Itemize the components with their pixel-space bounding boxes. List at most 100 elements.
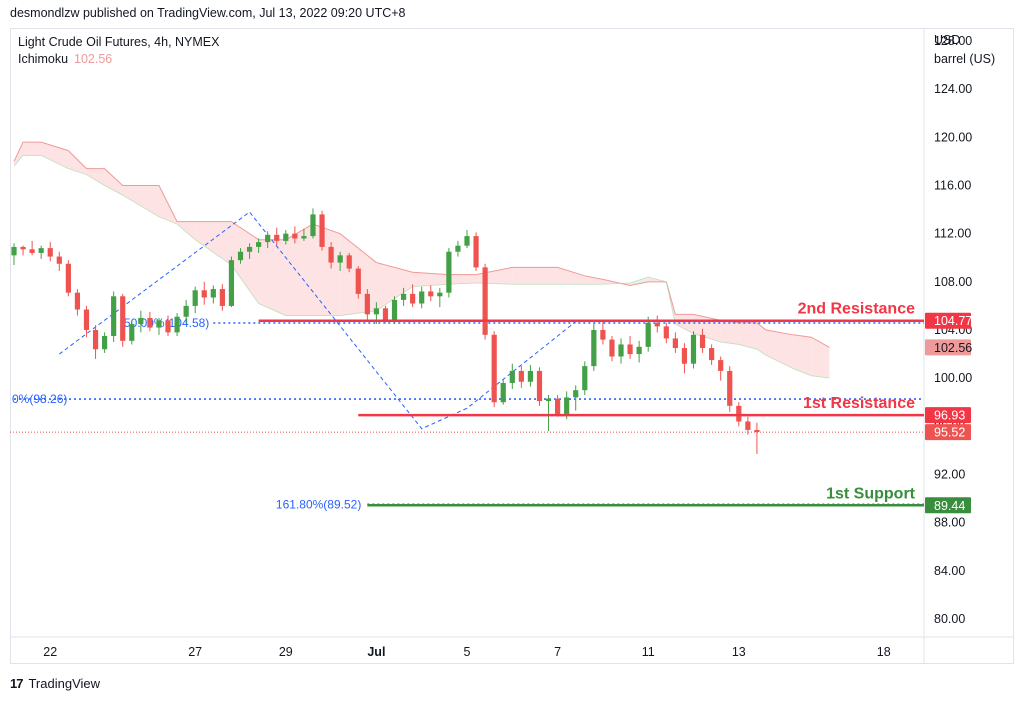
candle-body[interactable] <box>600 329 606 340</box>
candle-body[interactable] <box>74 292 81 310</box>
candle-body[interactable] <box>292 233 298 239</box>
candle-body[interactable] <box>92 329 99 350</box>
candle-body[interactable] <box>38 248 44 253</box>
candle-body[interactable] <box>410 293 416 304</box>
footer-brand[interactable]: 17 TradingView <box>10 676 100 691</box>
candle-body[interactable] <box>11 246 17 256</box>
candle-body[interactable] <box>518 370 524 382</box>
ichimoku-cloud-segment <box>557 267 585 285</box>
candle-body[interactable] <box>83 309 90 330</box>
candle-body[interactable] <box>346 255 352 269</box>
candle-body[interactable] <box>156 320 162 328</box>
candle-body[interactable] <box>690 334 697 364</box>
candle-body[interactable] <box>228 260 235 306</box>
candle-body[interactable] <box>274 234 280 241</box>
candle-body[interactable] <box>591 329 597 367</box>
candle-body[interactable] <box>265 234 271 243</box>
candle-body[interactable] <box>400 293 407 300</box>
candle-body[interactable] <box>419 291 425 304</box>
candle-body[interactable] <box>509 370 515 383</box>
candle-body[interactable] <box>56 256 62 264</box>
candle-body[interactable] <box>455 245 461 252</box>
candle-body[interactable] <box>328 246 334 263</box>
candle-body[interactable] <box>491 334 497 403</box>
candle-body[interactable] <box>219 289 225 306</box>
candle-body[interactable] <box>573 390 579 398</box>
candle-body[interactable] <box>564 397 570 415</box>
candle-body[interactable] <box>709 348 715 361</box>
candle-body[interactable] <box>545 398 552 402</box>
candle-body[interactable] <box>237 251 244 261</box>
chart-frame[interactable] <box>10 28 1014 664</box>
x-tick-label: 27 <box>188 645 202 659</box>
candle-body[interactable] <box>65 263 71 293</box>
candle-body[interactable] <box>20 246 26 250</box>
ichimoku-cloud-segment <box>448 274 477 285</box>
candle-body[interactable] <box>138 317 144 324</box>
candle-body[interactable] <box>718 360 724 371</box>
candle-body[interactable] <box>482 267 488 335</box>
indicator-legend[interactable]: Ichimoku 102.56 <box>18 52 112 66</box>
candle-body[interactable] <box>120 296 126 341</box>
x-tick-label: 13 <box>732 645 746 659</box>
candle-body[interactable] <box>246 246 253 252</box>
candle-body[interactable] <box>446 251 452 293</box>
candle-body[interactable] <box>355 268 361 294</box>
candle-body[interactable] <box>437 292 443 297</box>
candle-body[interactable] <box>201 290 207 298</box>
candle-body[interactable] <box>663 326 669 339</box>
candle-body[interactable] <box>47 248 53 257</box>
ichimoku-cloud-segment <box>258 239 286 316</box>
candle-body[interactable] <box>500 382 506 403</box>
candle-body[interactable] <box>301 236 307 239</box>
candle-body[interactable] <box>473 236 479 268</box>
price-tag-ichimoku-bg <box>925 339 971 356</box>
candle-body[interactable] <box>165 320 171 333</box>
x-tick-label: 29 <box>279 645 293 659</box>
candle-body[interactable] <box>681 348 688 364</box>
ichimoku-cloud-segment <box>512 267 558 285</box>
candle-body[interactable] <box>699 334 706 349</box>
candle-body[interactable] <box>672 338 678 349</box>
candle-body[interactable] <box>382 308 389 321</box>
candle-body[interactable] <box>373 308 379 315</box>
y-tick-label: 112.00 <box>934 227 971 241</box>
indicator-name: Ichimoku <box>18 52 69 66</box>
candle-body[interactable] <box>527 370 534 382</box>
ichimoku-cloud-segment <box>765 329 794 369</box>
candle-body[interactable] <box>645 322 651 347</box>
candle-body[interactable] <box>536 370 543 402</box>
candle-body[interactable] <box>147 317 153 328</box>
candle-body[interactable] <box>754 429 760 433</box>
candle-body[interactable] <box>256 242 262 247</box>
candle-body[interactable] <box>636 346 642 355</box>
candle-body[interactable] <box>310 214 316 237</box>
candle-body[interactable] <box>283 233 289 241</box>
candle-body[interactable] <box>174 316 180 333</box>
candle-body[interactable] <box>111 296 117 337</box>
candle-body[interactable] <box>736 405 742 422</box>
candle-body[interactable] <box>102 336 108 350</box>
candle-body[interactable] <box>183 305 189 317</box>
price-tag-2nd-resistance-bg <box>925 312 971 329</box>
level-label: 1st Support <box>826 485 916 502</box>
candle-body[interactable] <box>727 370 733 406</box>
candle-body[interactable] <box>609 339 615 357</box>
candle-body[interactable] <box>210 289 216 298</box>
candle-body[interactable] <box>582 366 588 391</box>
candle-body[interactable] <box>129 323 135 341</box>
candle-body[interactable] <box>627 344 633 355</box>
candle-body[interactable] <box>192 290 198 306</box>
candle-body[interactable] <box>319 214 325 247</box>
candle-body[interactable] <box>618 344 624 357</box>
candle-body[interactable] <box>745 421 751 430</box>
candle-body[interactable] <box>464 236 470 246</box>
candle-body[interactable] <box>364 293 370 315</box>
candle-body[interactable] <box>654 322 660 327</box>
candle-body[interactable] <box>428 291 434 297</box>
candle-body[interactable] <box>29 249 35 253</box>
candle-body[interactable] <box>337 255 343 263</box>
candle-body[interactable] <box>391 299 398 321</box>
candle-body[interactable] <box>555 398 561 415</box>
